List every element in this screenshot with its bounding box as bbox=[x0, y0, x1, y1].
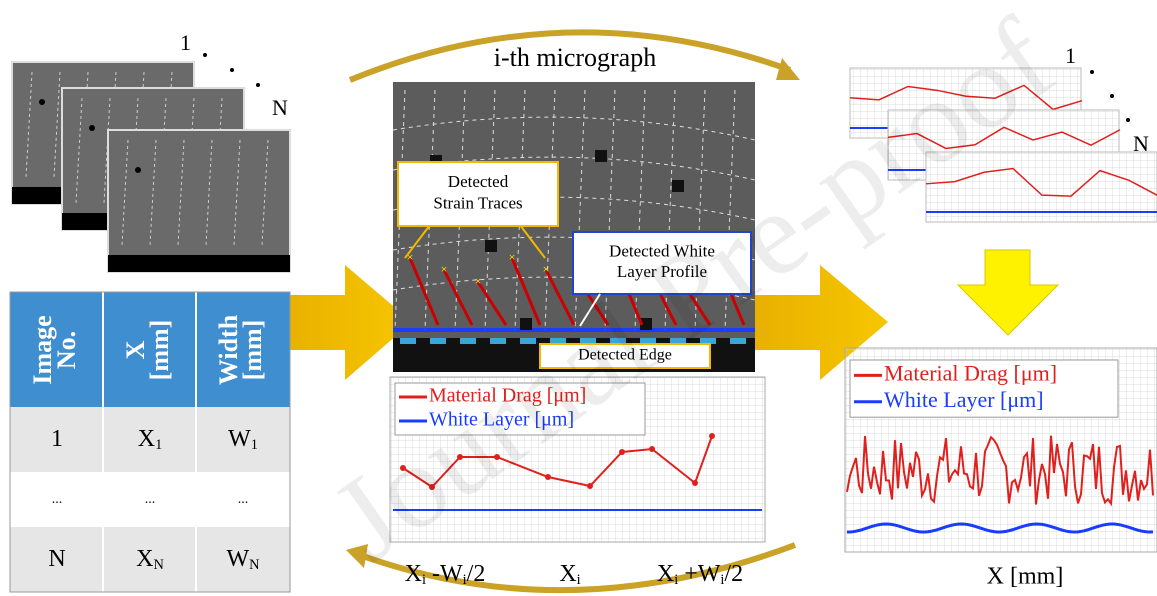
text-part: -W bbox=[426, 561, 463, 587]
header-text: [mm] bbox=[145, 320, 174, 381]
text-part: N bbox=[249, 557, 260, 573]
text-part: N bbox=[153, 557, 164, 573]
micrograph-stack: 1N bbox=[12, 30, 290, 272]
stack-label: N bbox=[272, 95, 288, 120]
right-plot: Material Drag [μm]White Layer [μm] bbox=[845, 348, 1157, 552]
x-label: Xi bbox=[559, 561, 580, 589]
dot bbox=[203, 53, 207, 57]
dot bbox=[1126, 118, 1130, 122]
callout-text: Detected bbox=[448, 172, 509, 191]
text-part: ... bbox=[145, 492, 156, 507]
dot bbox=[1110, 94, 1114, 98]
edge-mark bbox=[460, 338, 476, 344]
text-part: N bbox=[48, 546, 65, 572]
drag-point bbox=[619, 449, 625, 455]
edge-strip bbox=[108, 255, 290, 272]
arrow-head bbox=[776, 58, 800, 80]
trace-marker: × bbox=[441, 262, 448, 276]
x-label: X [mm] bbox=[987, 564, 1064, 590]
text-part: 1 bbox=[251, 437, 258, 453]
callout-text: Strain Traces bbox=[433, 194, 522, 213]
stack-label: 1 bbox=[180, 30, 191, 55]
text-part: ... bbox=[52, 492, 63, 507]
cell-text: ... bbox=[145, 492, 156, 507]
stack-label: N bbox=[1133, 131, 1149, 156]
text-part: X bbox=[559, 561, 576, 587]
dot bbox=[1090, 70, 1094, 74]
text-part: ... bbox=[238, 492, 249, 507]
drag-point bbox=[587, 483, 593, 489]
cell-text: N bbox=[48, 546, 65, 572]
x-label: Xi +Wi/2 bbox=[657, 561, 743, 589]
cell-text: ... bbox=[52, 492, 63, 507]
particle bbox=[39, 99, 45, 105]
stack-label: 1 bbox=[1065, 43, 1076, 68]
text-part: 1 bbox=[51, 426, 63, 452]
text-part: X bbox=[657, 561, 674, 587]
legend-label: Material Drag [μm] bbox=[884, 360, 1057, 385]
cell-text: 1 bbox=[51, 426, 63, 452]
trace-marker: × bbox=[475, 274, 482, 288]
edge-mark bbox=[430, 338, 446, 344]
text-part: W bbox=[226, 546, 249, 572]
down-arrow bbox=[958, 250, 1058, 335]
legend-label: White Layer [μm] bbox=[884, 387, 1044, 412]
flow-arrow bbox=[282, 265, 412, 380]
text-part: /2 bbox=[467, 561, 486, 587]
header-text: [mm] bbox=[238, 320, 267, 381]
text-part: W bbox=[228, 426, 251, 452]
header-text: No. bbox=[52, 331, 81, 369]
text-part: /2 bbox=[724, 561, 743, 587]
text-part: 1 bbox=[155, 437, 162, 453]
micrograph-thumb bbox=[108, 130, 290, 272]
dot bbox=[230, 68, 234, 72]
x-label: Xi -Wi/2 bbox=[405, 561, 486, 589]
drag-point bbox=[545, 474, 551, 480]
drag-point bbox=[649, 446, 655, 452]
drag-point bbox=[709, 433, 715, 439]
particle bbox=[595, 150, 607, 162]
particle bbox=[672, 180, 684, 192]
particle bbox=[89, 125, 95, 131]
figure: 1N ××××××××××DetectedStrain TracesDetect… bbox=[0, 0, 1157, 596]
text-part: i bbox=[577, 572, 581, 588]
particle bbox=[485, 240, 497, 252]
cell-text: ... bbox=[238, 492, 249, 507]
edge-mark bbox=[400, 338, 416, 344]
micrograph-title: i-th micrograph bbox=[494, 43, 656, 72]
particle bbox=[135, 167, 141, 173]
text-part: X bbox=[138, 426, 155, 452]
dot bbox=[256, 83, 260, 87]
trace-marker: × bbox=[543, 262, 550, 276]
text-part: +W bbox=[678, 561, 721, 587]
drag-point bbox=[692, 480, 698, 486]
trace-marker: × bbox=[509, 250, 516, 264]
text-part: X bbox=[136, 546, 153, 572]
